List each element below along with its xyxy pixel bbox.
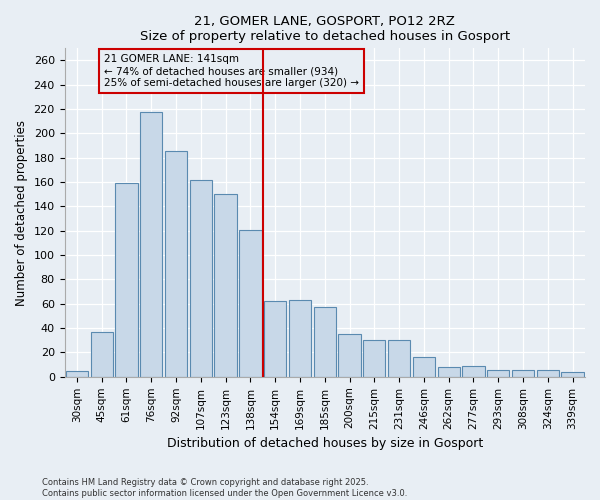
Bar: [314, 308, 336, 377]
Bar: [115, 184, 137, 377]
Bar: [338, 334, 361, 377]
Bar: [140, 112, 163, 377]
Y-axis label: Number of detached properties: Number of detached properties: [15, 120, 28, 306]
Bar: [165, 150, 187, 377]
Bar: [190, 180, 212, 377]
Text: Contains HM Land Registry data © Crown copyright and database right 2025.
Contai: Contains HM Land Registry data © Crown c…: [42, 478, 407, 498]
Bar: [388, 340, 410, 377]
Bar: [363, 340, 385, 377]
Bar: [437, 367, 460, 377]
Bar: [91, 332, 113, 377]
Bar: [214, 194, 237, 377]
X-axis label: Distribution of detached houses by size in Gosport: Distribution of detached houses by size …: [167, 437, 483, 450]
Title: 21, GOMER LANE, GOSPORT, PO12 2RZ
Size of property relative to detached houses i: 21, GOMER LANE, GOSPORT, PO12 2RZ Size o…: [140, 15, 510, 43]
Bar: [289, 300, 311, 377]
Bar: [536, 370, 559, 377]
Bar: [463, 366, 485, 377]
Bar: [264, 302, 286, 377]
Bar: [239, 230, 262, 377]
Bar: [562, 372, 584, 377]
Text: 21 GOMER LANE: 141sqm
← 74% of detached houses are smaller (934)
25% of semi-det: 21 GOMER LANE: 141sqm ← 74% of detached …: [104, 54, 359, 88]
Bar: [413, 358, 435, 377]
Bar: [66, 370, 88, 377]
Bar: [487, 370, 509, 377]
Bar: [512, 370, 534, 377]
